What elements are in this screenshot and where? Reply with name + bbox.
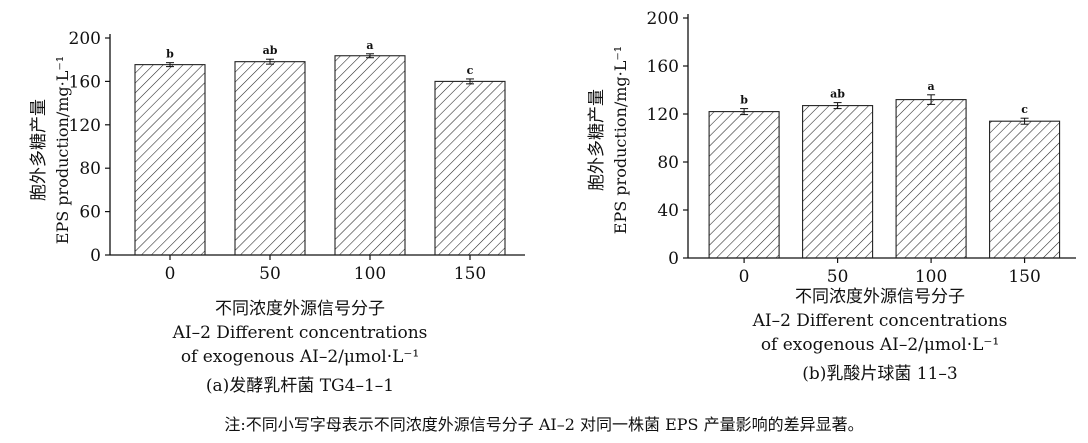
figure-note: 注:不同小写字母表示不同浓度外源信号分子 AI–2 对同一株菌 EPS 产量影响… xyxy=(224,415,864,434)
plot-area: 0 40 80 120 160 200 b 0 ab 50 a 100 c 150 xyxy=(647,9,1076,287)
significance-label: ab xyxy=(830,88,845,101)
x-tick-label: 50 xyxy=(259,264,281,280)
significance-label: b xyxy=(166,48,174,61)
y-tick-label: 200 xyxy=(69,29,101,49)
significance-label: ab xyxy=(263,44,278,57)
significance-label: c xyxy=(467,64,474,77)
x-axis-title-cn: 不同浓度外源信号分子 xyxy=(215,299,385,319)
y-axis-title-cn: 胞外多糖产量 xyxy=(29,99,49,201)
y-axis-title-en: EPS production/mg·L⁻¹ xyxy=(53,56,72,244)
y-tick-label: 160 xyxy=(647,57,679,77)
chart-b: 胞外多糖产量 EPS production/mg·L⁻¹ 0 40 80 120 160… xyxy=(587,9,1076,287)
significance-label: a xyxy=(366,39,373,52)
y-tick-label: 60 xyxy=(79,203,101,223)
caption-a: (a)发酵乳杆菌 TG4–1–1 xyxy=(205,376,395,396)
y-tick-label: 120 xyxy=(647,105,679,125)
y-axis-title-cn: 胞外多糖产量 xyxy=(587,89,607,191)
x-tick-label: 50 xyxy=(827,267,849,287)
x-tick-label: 150 xyxy=(454,264,486,280)
y-tick-label: 0 xyxy=(668,249,679,269)
y-tick-label: 80 xyxy=(79,159,101,179)
x-axis-title-en-2: of exogenous AI–2/μmol·L⁻¹ xyxy=(760,335,1000,355)
y-tick-label: 120 xyxy=(69,116,101,136)
x-axis-title-en-1: AI–2 Different concentrations xyxy=(752,311,1008,331)
significance-label: a xyxy=(928,80,935,93)
y-axis-title: 胞外多糖产量 EPS production/mg·L⁻¹ xyxy=(29,56,72,244)
y-tick-label: 160 xyxy=(69,72,101,92)
x-tick-label: 150 xyxy=(1008,267,1040,287)
bar xyxy=(802,105,874,259)
x-axis-title-cn: 不同浓度外源信号分子 xyxy=(795,287,965,307)
bar xyxy=(234,61,306,256)
plot-area: 0 60 80 120 160 200 b 0 ab 50 a 100 c 150 xyxy=(69,29,525,280)
bar xyxy=(334,55,406,256)
chart-a: 胞外多糖产量 EPS production/mg·L⁻¹ 0 60 80 120 160… xyxy=(29,29,525,280)
significance-label: c xyxy=(1021,103,1028,116)
bar xyxy=(989,120,1061,259)
bar xyxy=(134,64,206,256)
bar xyxy=(708,111,780,259)
y-tick-label: 80 xyxy=(657,153,679,173)
x-axis-title-en-2: of exogenous AI–2/μmol·L⁻¹ xyxy=(180,347,420,367)
x-tick-label: 0 xyxy=(165,264,176,280)
x-tick-label: 100 xyxy=(915,267,947,287)
y-tick-label: 200 xyxy=(647,9,679,29)
y-tick-label: 0 xyxy=(90,246,101,266)
x-tick-label: 0 xyxy=(739,267,750,287)
y-tick-label: 40 xyxy=(657,201,679,221)
y-axis-title: 胞外多糖产量 EPS production/mg·L⁻¹ xyxy=(587,46,630,234)
y-axis-title-en: EPS production/mg·L⁻¹ xyxy=(611,46,630,234)
x-axis-title-b: 不同浓度外源信号分子 AI–2 Different concentrations… xyxy=(700,285,1060,386)
x-tick-label: 100 xyxy=(354,264,386,280)
caption-b: (b)乳酸片球菌 11–3 xyxy=(802,364,958,384)
bar xyxy=(895,99,967,259)
x-axis-title-en-1: AI–2 Different concentrations xyxy=(172,323,428,343)
bar xyxy=(434,80,506,256)
x-axis-title-a: 不同浓度外源信号分子 AI–2 Different concentrations… xyxy=(120,297,480,398)
significance-label: b xyxy=(740,94,748,107)
